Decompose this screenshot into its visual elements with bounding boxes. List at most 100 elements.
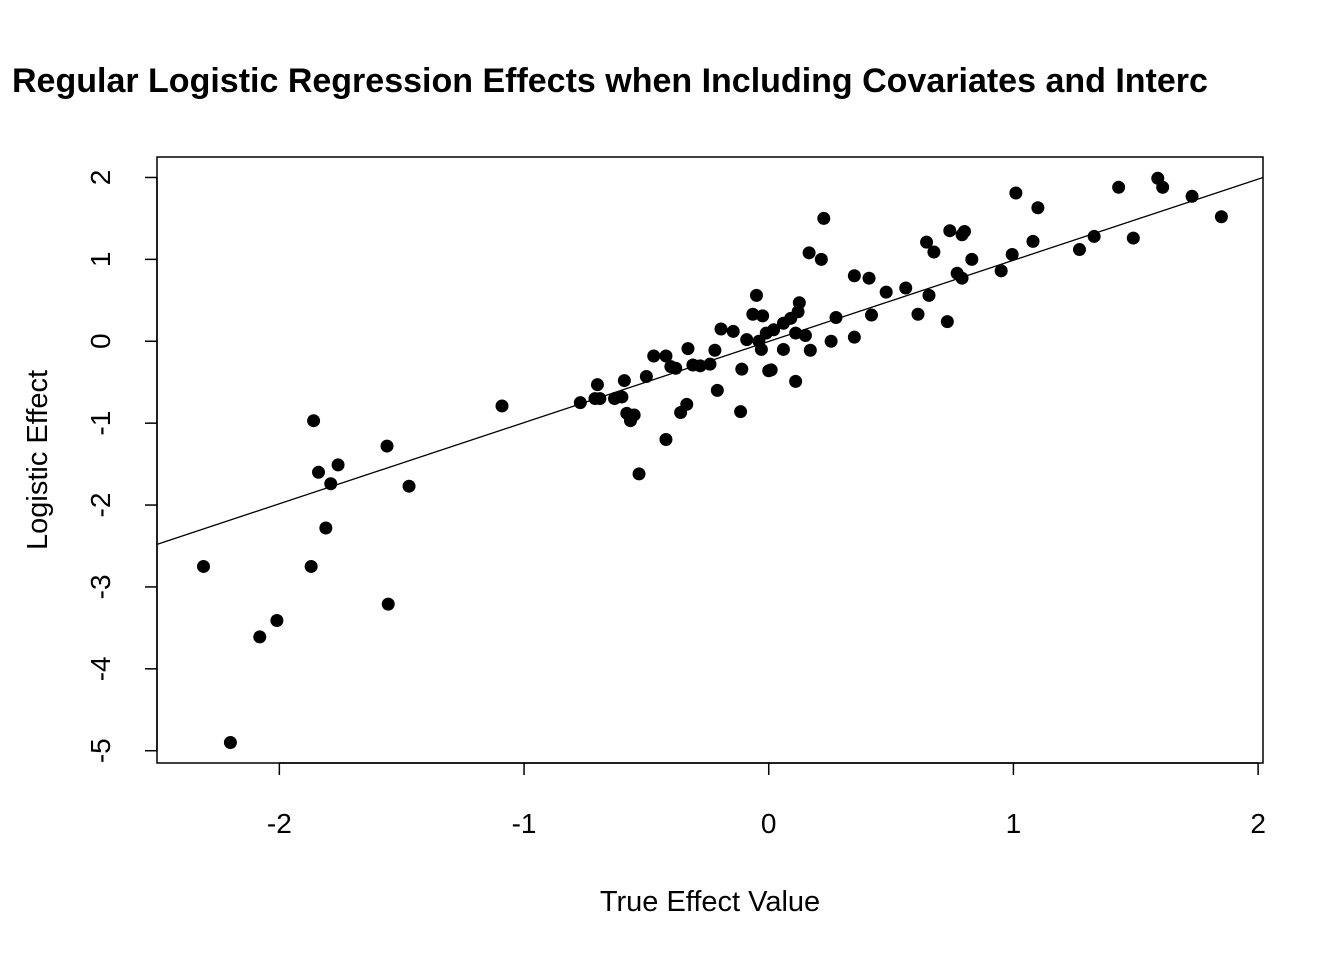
y-tick-label: -4 [85, 656, 116, 681]
data-point [1156, 180, 1170, 194]
data-point [669, 361, 683, 375]
data-point [1087, 229, 1101, 243]
data-point [1009, 186, 1023, 200]
data-point [680, 397, 694, 411]
data-point [767, 323, 781, 337]
data-point [927, 245, 941, 259]
data-point [270, 614, 284, 628]
x-tick-label: 0 [761, 808, 777, 839]
data-point [817, 211, 831, 225]
y-tick-label: -5 [85, 738, 116, 763]
data-point [1126, 231, 1140, 245]
data-point [943, 224, 957, 238]
data-point [1185, 189, 1199, 203]
data-point [593, 392, 607, 406]
data-point [647, 349, 661, 363]
data-point [776, 342, 790, 356]
data-point [803, 343, 817, 357]
data-point [911, 307, 925, 321]
data-point [1005, 247, 1019, 261]
data-point [735, 362, 749, 376]
data-point [693, 359, 707, 373]
data-point [319, 521, 333, 535]
data-point [627, 408, 641, 422]
chart-title: Regular Logistic Regression Effects when… [12, 62, 1208, 100]
data-point [965, 252, 979, 266]
data-point [824, 334, 838, 348]
data-point [749, 288, 763, 302]
data-point [764, 363, 778, 377]
data-point [922, 288, 936, 302]
data-point [196, 559, 210, 573]
y-tick-label: 1 [85, 252, 116, 268]
data-point [994, 264, 1008, 278]
data-point [402, 479, 416, 493]
y-axis: -5 -4 -3 -2 -1 0 1 2 [85, 170, 158, 763]
y-tick-label: -1 [85, 411, 116, 436]
data-point [792, 296, 806, 310]
data-point [617, 374, 631, 388]
x-tick-label: -1 [512, 808, 537, 839]
data-point [1072, 243, 1086, 257]
y-axis-label: Logistic Effect [22, 370, 54, 550]
data-point [802, 246, 816, 260]
data-point [957, 225, 971, 239]
y-tick-label: 0 [85, 333, 116, 349]
data-point [331, 458, 345, 472]
data-point [879, 285, 893, 299]
data-points [196, 171, 1228, 750]
data-point [1026, 234, 1040, 248]
data-point [955, 271, 969, 285]
plot-frame [156, 156, 1264, 764]
x-tick-label: 1 [1006, 808, 1022, 839]
data-point [495, 399, 509, 413]
data-point [324, 477, 338, 491]
data-point [1031, 201, 1045, 215]
data-point [864, 308, 878, 322]
x-axis: -2 -1 0 1 2 [267, 762, 1266, 839]
data-point [789, 374, 803, 388]
data-point [573, 396, 587, 410]
data-point [381, 597, 395, 611]
data-point [829, 311, 843, 325]
data-point [899, 281, 913, 295]
data-point [632, 467, 646, 481]
y-tick-label: -3 [85, 574, 116, 599]
data-point [659, 349, 673, 363]
data-point [714, 322, 728, 336]
data-point [304, 559, 318, 573]
data-point [1112, 180, 1126, 194]
data-point [847, 330, 861, 344]
data-point [703, 357, 717, 371]
data-point [726, 324, 740, 338]
x-axis-label: True Effect Value [600, 886, 820, 918]
x-tick-label: 2 [1250, 808, 1266, 839]
y-tick-label: 2 [85, 170, 116, 186]
data-point [756, 309, 770, 323]
data-point [380, 439, 394, 453]
data-point [307, 414, 321, 428]
data-point [746, 307, 760, 321]
data-point [639, 369, 653, 383]
data-point [847, 269, 861, 283]
data-point [590, 378, 604, 392]
data-point [940, 315, 954, 329]
data-point [681, 342, 695, 356]
data-point [1214, 210, 1228, 224]
x-tick-label: -2 [267, 808, 292, 839]
data-point [615, 390, 629, 404]
data-point [253, 630, 267, 644]
data-point [754, 342, 768, 356]
y-tick-label: -2 [85, 493, 116, 518]
data-point [311, 465, 325, 479]
data-point [862, 271, 876, 285]
data-point [223, 736, 237, 750]
data-point [789, 326, 803, 340]
data-point [814, 252, 828, 266]
data-point [740, 333, 754, 347]
data-point [708, 343, 722, 357]
data-point [798, 329, 812, 343]
data-point [659, 433, 673, 447]
data-point [920, 235, 934, 249]
